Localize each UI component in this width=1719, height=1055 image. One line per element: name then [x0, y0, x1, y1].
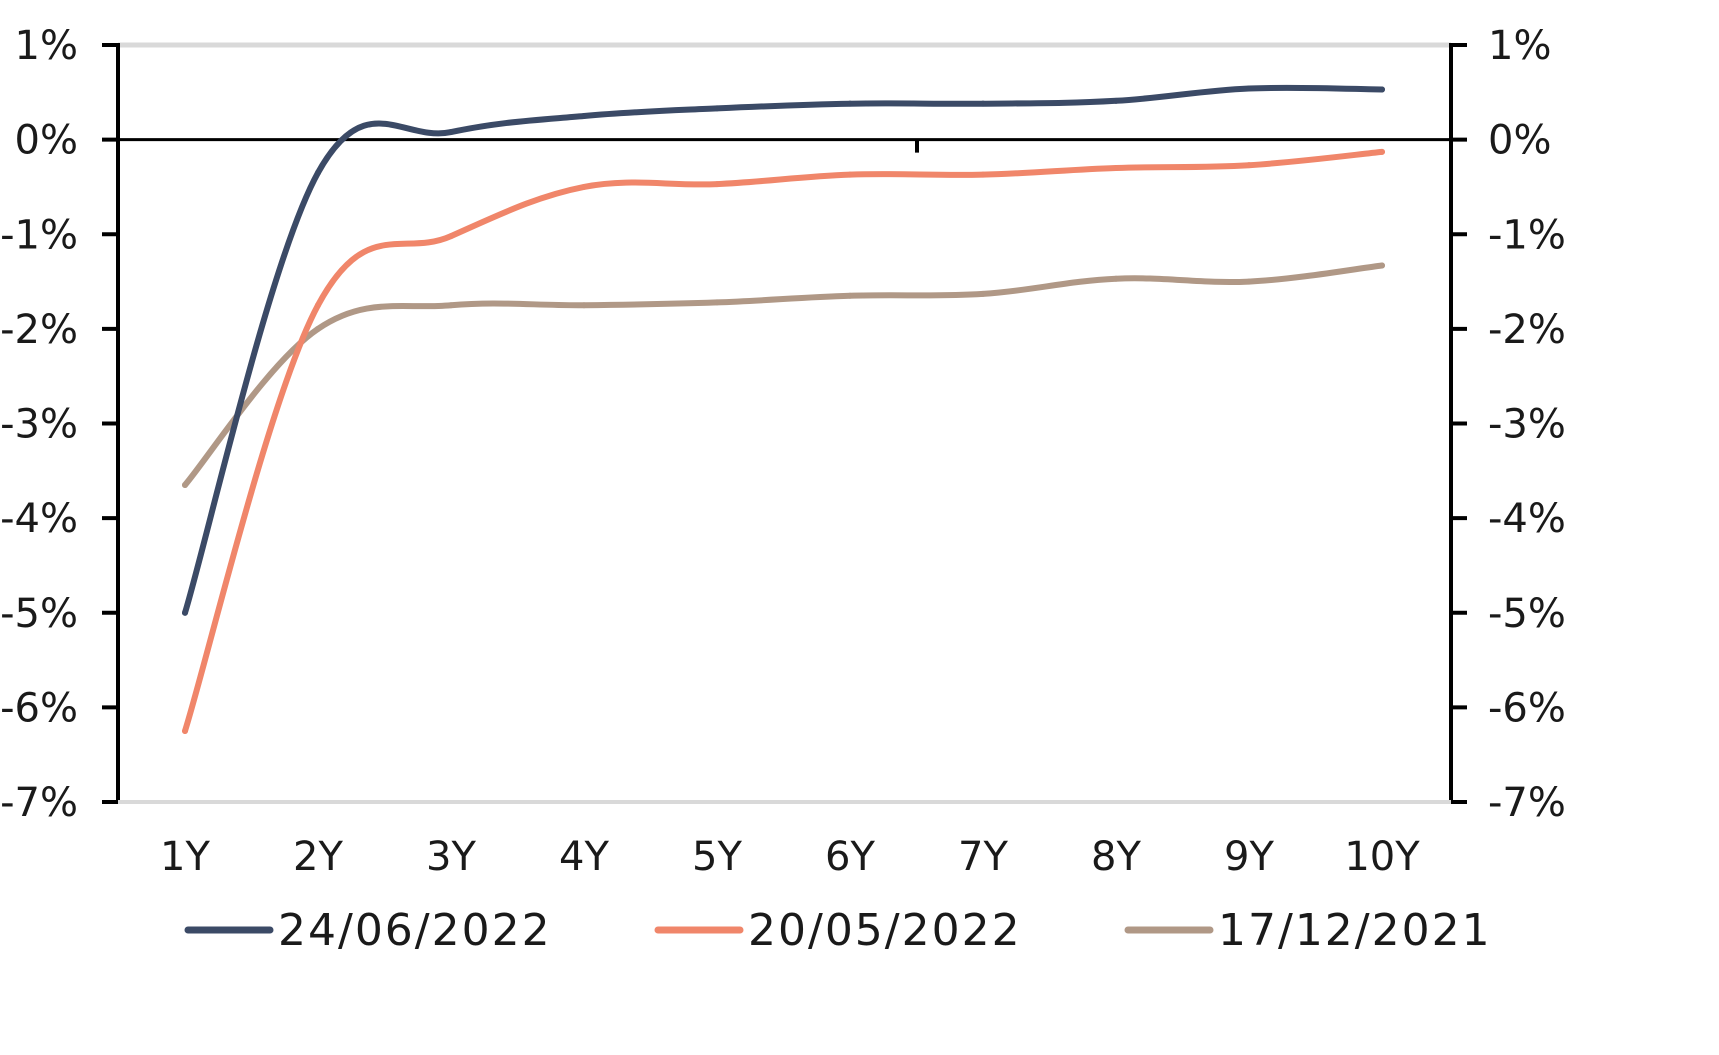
x-tick-label: 10Y [1344, 834, 1420, 880]
legend-label-24-06-2022: 24/06/2022 [278, 905, 552, 956]
data-point-20-05-2022 [1113, 165, 1119, 172]
x-tick-label: 1Y [160, 834, 210, 880]
data-point-20-05-2022 [847, 171, 853, 178]
data-point-17-12-2021 [1246, 278, 1252, 285]
series-line-17-12-2021 [182, 262, 1385, 488]
x-tick-label: 7Y [958, 834, 1008, 880]
legend-label-20-05-2022: 20/05/2022 [748, 905, 1022, 956]
data-point-24-06-2022 [847, 100, 853, 107]
data-point-20-05-2022 [1246, 162, 1252, 169]
left-y-tick-label: -6% [0, 685, 78, 731]
x-tick-label: 8Y [1091, 834, 1141, 880]
data-point-17-12-2021 [1379, 262, 1385, 269]
data-point-24-06-2022 [448, 129, 454, 136]
data-point-17-12-2021 [315, 325, 321, 332]
left-y-tick-label: -4% [0, 496, 78, 542]
left-y-tick-label: -5% [0, 591, 78, 637]
left-y-tick-label: -3% [0, 402, 78, 448]
data-point-24-06-2022 [315, 169, 321, 176]
data-point-24-06-2022 [182, 609, 188, 616]
right-y-tick-label: -4% [1488, 496, 1566, 542]
right-y-tick-label: -3% [1488, 402, 1566, 448]
data-point-17-12-2021 [847, 292, 853, 299]
x-tick-label: 5Y [692, 834, 742, 880]
data-point-20-05-2022 [581, 183, 587, 190]
x-tick-label: 3Y [426, 834, 476, 880]
right-y-tick-label: 0% [1488, 118, 1551, 164]
legend-label-17-12-2021: 17/12/2021 [1218, 905, 1492, 956]
left-y-tick-label: -1% [0, 212, 78, 258]
data-point-24-06-2022 [1379, 86, 1385, 93]
right-y-tick-label: -5% [1488, 591, 1566, 637]
data-point-20-05-2022 [714, 181, 720, 188]
left-y-tick-label: -2% [0, 307, 78, 353]
right-y-tick-label: -1% [1488, 212, 1566, 258]
data-point-20-05-2022 [448, 233, 454, 240]
data-point-17-12-2021 [182, 482, 188, 489]
data-point-17-12-2021 [581, 302, 587, 309]
x-tick-label: 4Y [559, 834, 609, 880]
series-line-20-05-2022 [182, 148, 1385, 734]
data-point-24-06-2022 [980, 100, 986, 107]
data-point-17-12-2021 [714, 299, 720, 306]
right-y-tick-label: -2% [1488, 307, 1566, 353]
left-y-tick-label: 1% [15, 23, 78, 69]
data-point-20-05-2022 [182, 728, 188, 735]
data-point-24-06-2022 [714, 105, 720, 112]
data-point-20-05-2022 [315, 302, 321, 309]
legend: 24/06/2022 20/05/2022 17/12/2021 [184, 905, 1492, 956]
left-y-tick-label: -7% [0, 780, 78, 826]
data-point-17-12-2021 [980, 290, 986, 297]
x-tick-label: 6Y [825, 834, 875, 880]
left-y-tick-label: 0% [15, 118, 78, 164]
right-y-tick-label: 1% [1488, 23, 1551, 69]
x-tick-label: 9Y [1224, 834, 1274, 880]
data-point-20-05-2022 [1379, 148, 1385, 155]
data-point-24-06-2022 [1246, 85, 1252, 92]
data-point-17-12-2021 [448, 302, 454, 309]
labels-layer: 1% 1% 0% 0% -1% -1% -2% -2% -3% -3% -4% -4% -5% -5% -6… [0, 23, 1566, 880]
axes-layer [102, 43, 1467, 804]
right-y-tick-label: -6% [1488, 685, 1566, 731]
x-tick-label: 2Y [293, 834, 343, 880]
series-layer [182, 84, 1385, 735]
right-y-tick-label: -7% [1488, 780, 1566, 826]
data-point-24-06-2022 [1113, 97, 1119, 104]
data-point-20-05-2022 [980, 171, 986, 178]
data-point-17-12-2021 [1113, 275, 1119, 282]
data-point-24-06-2022 [581, 112, 587, 119]
